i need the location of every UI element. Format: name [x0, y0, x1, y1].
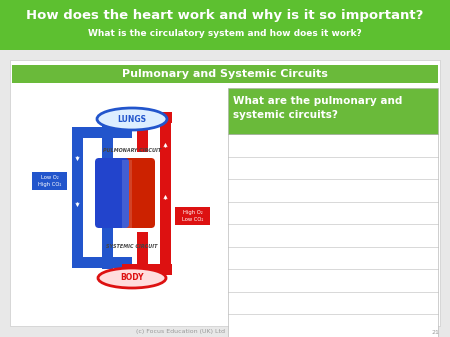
Text: What is the circulatory system and how does it work?: What is the circulatory system and how d… [88, 30, 362, 38]
Bar [72, 132, 83, 262]
Bar [122, 112, 172, 123]
Text: High O₂
Low CO₂: High O₂ Low CO₂ [182, 210, 203, 222]
Bar [228, 134, 438, 337]
Bar [228, 88, 438, 134]
Text: (c) Focus Education (UK) Ltd: (c) Focus Education (UK) Ltd [135, 330, 225, 335]
Text: 21: 21 [431, 330, 439, 335]
Bar [0, 0, 450, 50]
Bar [137, 232, 148, 276]
FancyBboxPatch shape [95, 158, 129, 228]
Bar [32, 172, 67, 190]
Bar [102, 257, 132, 268]
Text: PULMONARY CIRCUIT: PULMONARY CIRCUIT [103, 148, 161, 153]
Text: LUNGS: LUNGS [117, 115, 147, 123]
Bar [102, 122, 113, 162]
FancyBboxPatch shape [121, 158, 155, 228]
Text: systemic circuits?: systemic circuits? [233, 110, 338, 120]
Text: SYSTEMIC CIRCUIT: SYSTEMIC CIRCUIT [106, 244, 158, 248]
Bar [102, 227, 113, 269]
Bar [160, 117, 171, 272]
Bar [72, 257, 132, 268]
Text: What are the pulmonary and: What are the pulmonary and [233, 96, 402, 106]
Bar [122, 160, 132, 228]
Bar [12, 65, 438, 83]
Text: BODY: BODY [120, 274, 144, 282]
Ellipse shape [97, 108, 167, 130]
Ellipse shape [98, 268, 166, 288]
Bar [72, 127, 132, 138]
Text: Pulmonary and Systemic Circuits: Pulmonary and Systemic Circuits [122, 69, 328, 79]
Bar [102, 122, 132, 133]
Text: Low O₂
High CO₂: Low O₂ High CO₂ [38, 175, 61, 187]
Bar [122, 264, 172, 275]
Bar [137, 117, 148, 152]
Bar [10, 60, 440, 326]
Bar [175, 207, 210, 225]
Text: How does the heart work and why is it so important?: How does the heart work and why is it so… [26, 8, 424, 22]
